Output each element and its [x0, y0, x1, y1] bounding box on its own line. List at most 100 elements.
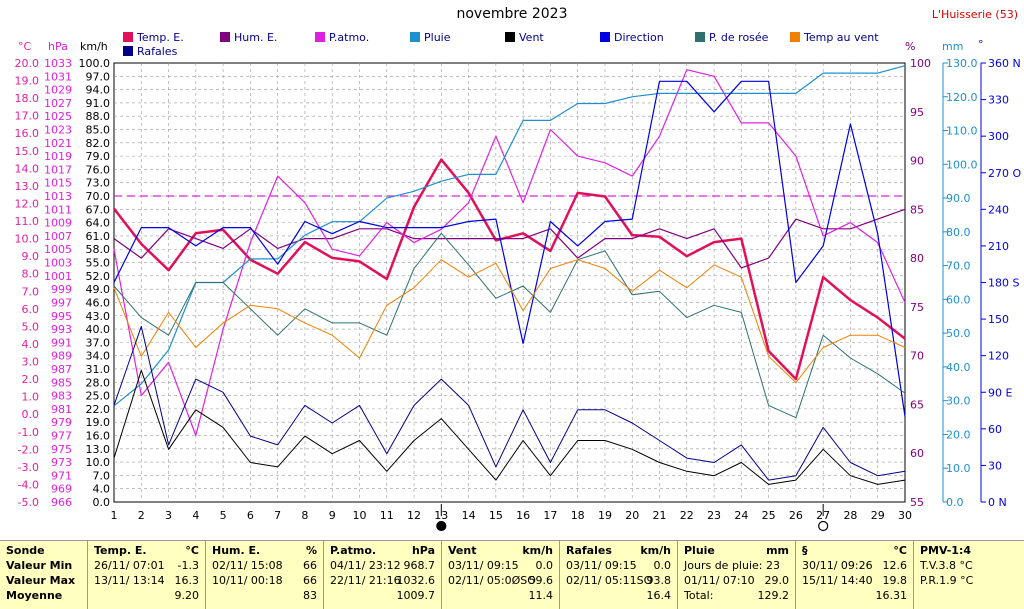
stats-row-label: Valeur Max — [6, 574, 76, 587]
hum-tick-label: 75 — [910, 301, 924, 314]
temp-tick-label: 1.0 — [22, 391, 40, 404]
kmh-tick-label: 67.0 — [86, 203, 111, 216]
stats-title: Rafales — [566, 544, 612, 557]
temp-tick-label: -4.0 — [18, 478, 39, 491]
temp-tick-label: 20.0 — [15, 57, 40, 70]
mm-tick-label: 100.0 — [946, 158, 978, 171]
legend-item: Vent — [505, 31, 544, 44]
stats-cell-label: 10/11/ 00:18 — [212, 574, 283, 587]
stats-title: P.atmo. — [330, 544, 377, 557]
stats-title: Pluie — [684, 544, 715, 557]
day-tick-label: 16 — [516, 509, 530, 522]
stats-cell-value: 1009.7 — [396, 589, 436, 602]
day-tick-label: 28 — [843, 509, 857, 522]
stats-unit: % — [305, 544, 317, 557]
hpa-tick-label: 989 — [51, 350, 72, 363]
mm-tick-label: 60.0 — [946, 293, 971, 306]
new-moon-icon — [436, 520, 447, 532]
stats-box-pmv: PMV-1:4 T.V.3.8 °C P.R.1.9 °C — [914, 541, 1023, 609]
legend-swatch — [695, 32, 705, 42]
kmh-tick-label: 25.0 — [86, 390, 111, 403]
kmh-tick-label: 34.0 — [86, 350, 111, 363]
legend-label: Pluie — [424, 31, 451, 44]
day-tick-label: 17 — [543, 509, 557, 522]
hpa-tick-label: 1027 — [44, 97, 72, 110]
legend-label: Temp au vent — [804, 31, 879, 44]
day-tick-label: 9 — [329, 509, 336, 522]
stats-cell-value: 0.0 — [653, 559, 672, 572]
dir-tick-label: 360 N — [988, 57, 1021, 70]
kmh-tick-label: 37.0 — [86, 336, 111, 349]
series-line-vent — [113, 369, 906, 485]
stats-unit: km/h — [522, 544, 553, 557]
temp-tick-label: -5.0 — [18, 496, 39, 509]
dir-tick-label: 330 — [988, 94, 1009, 107]
stats-cell-value: 93.8 — [646, 574, 672, 587]
kmh-tick-label: 91.0 — [86, 97, 111, 110]
hpa-tick-label: 999 — [51, 283, 72, 296]
legend-item: Rafales — [123, 45, 177, 58]
kmh-tick-label: 88.0 — [86, 110, 111, 123]
day-tick-label: 21 — [653, 509, 667, 522]
legend-label: Temp. E. — [137, 31, 184, 44]
hpa-tick-label: 1009 — [44, 217, 72, 230]
temp-tick-label: 6.0 — [22, 303, 40, 316]
kmh-tick-label: 82.0 — [86, 137, 111, 150]
day-tick-label: 14 — [462, 509, 476, 522]
temp-tick-label: -2.0 — [18, 443, 39, 456]
temp-tick-label: 18.0 — [15, 92, 40, 105]
hum-tick-label: 85 — [910, 203, 924, 216]
hpa-tick-label: 1025 — [44, 110, 72, 123]
kmh-tick-label: 10.0 — [86, 456, 111, 469]
stats-row-label: Moyenne — [6, 589, 63, 602]
temp-tick-label: -3.0 — [18, 461, 39, 474]
stats-cell-label: T.V.3.8 °C — [920, 559, 973, 572]
day-tick-label: 23 — [707, 509, 721, 522]
legend-item: Direction — [600, 31, 664, 44]
stats-box-patmo: P.atmo. hPa 04/11/ 23:12 968.7 22/11/ 21:16 1… — [324, 541, 442, 609]
day-tick-label: 22 — [680, 509, 694, 522]
stats-box-hum: Hum. E.% 02/11/ 15:08 66 10/11/ 00:18 66 83 — [206, 541, 324, 609]
hpa-tick-label: 985 — [51, 376, 72, 389]
kmh-tick-label: 100.0 — [79, 57, 111, 70]
temp-tick-label: 0.0 — [22, 408, 40, 421]
hpa-tick-label: 969 — [51, 483, 72, 496]
stats-cell-value: 1032.6 — [396, 574, 436, 587]
hpa-tick-label: 1033 — [44, 57, 72, 70]
legend-label: P. de rosée — [709, 31, 769, 44]
stats-unit: °C — [893, 544, 907, 557]
dir-tick-label: 90 E — [988, 386, 1012, 399]
dir-tick-label: 150 — [988, 313, 1009, 326]
hpa-tick-label: 995 — [51, 310, 72, 323]
unit-pct: % — [905, 40, 916, 53]
day-tick-label: 6 — [247, 509, 254, 522]
stats-box-sect: § °C 30/11/ 09:26 12.6 15/11/ 14:40 19.8 16.31 — [796, 541, 914, 609]
stats-cell-label: 30/11/ 09:26 — [802, 559, 873, 572]
dir-tick-label: 180 S — [988, 277, 1019, 290]
hpa-tick-label: 997 — [51, 296, 72, 309]
series-line-direction — [113, 80, 906, 417]
hum-tick-label: 95 — [910, 106, 924, 119]
kmh-tick-label: 97.0 — [86, 70, 111, 83]
hpa-tick-label: 981 — [51, 403, 72, 416]
legend-label: P.atmo. — [329, 31, 370, 44]
stats-box-rafales: Rafales km/h 03/11/ 09:15 0.0 02/11/ 05:11SO… — [560, 541, 678, 609]
day-tick-label: 19 — [598, 509, 612, 522]
day-tick-label: 18 — [571, 509, 585, 522]
kmh-tick-label: 46.0 — [86, 296, 111, 309]
day-tick-label: 11 — [380, 509, 394, 522]
mm-tick-label: 20.0 — [946, 428, 971, 441]
stats-unit: mm — [766, 544, 789, 557]
stats-title: Temp. E. — [94, 544, 147, 557]
temp-tick-label: 5.0 — [22, 320, 40, 333]
temp-tick-label: 11.0 — [15, 215, 40, 228]
stats-row-label: Sonde — [6, 544, 45, 557]
mm-tick-label: 110.0 — [946, 125, 978, 138]
stats-box-pluie: Pluie mm Jours de pluie: 23 01/11/ 07:10 29.… — [678, 541, 796, 609]
mm-tick-label: 130.0 — [946, 57, 978, 70]
kmh-tick-label: 28.0 — [86, 376, 111, 389]
hpa-tick-label: 1019 — [44, 150, 72, 163]
stats-cell-label: P.R.1.9 °C — [920, 574, 974, 587]
series-line-temp-e- — [113, 158, 906, 381]
temp-tick-label: 7.0 — [22, 285, 40, 298]
